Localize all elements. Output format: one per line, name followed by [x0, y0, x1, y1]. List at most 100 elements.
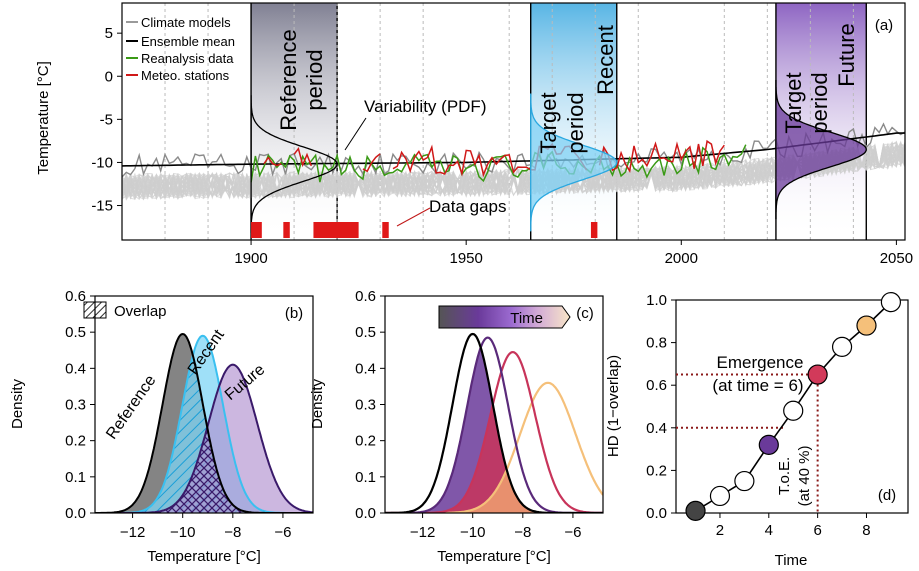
hd-point — [856, 315, 877, 336]
station-line — [598, 139, 725, 173]
legend-label: Reanalysis data — [141, 51, 234, 66]
y-tick-label: 1.0 — [646, 292, 667, 309]
period-band — [251, 3, 338, 240]
hd-point — [685, 500, 706, 521]
x-tick-label: −8 — [224, 524, 241, 541]
variability-pdf — [250, 95, 338, 234]
y-tick-label: 0 — [105, 68, 113, 85]
y-tick-label: 0.2 — [65, 433, 86, 450]
variability-pointer — [344, 117, 367, 151]
hd-point — [758, 434, 779, 455]
hd-point — [734, 470, 755, 492]
x-tick-label: 8 — [862, 522, 870, 539]
overlap-hatch — [95, 355, 313, 513]
target-future-label: Future — [834, 23, 859, 87]
panel-a: 1900 1950 2000 2050 5 0 -5 -10 -15 Temperature [… — [35, 2, 913, 267]
y-tick-label: 0.3 — [65, 397, 86, 414]
variability-annotation: Variability (PDF) — [364, 97, 486, 116]
x-tick-label: 1950 — [449, 250, 482, 267]
panel-c: −12 −10 −8 −60.00.10.20.30.40.50.6 Density … — [309, 288, 604, 565]
y-tick-label: 0.5 — [65, 324, 86, 341]
overlap-crosshatch — [95, 430, 313, 513]
y-tick-label: 5 — [105, 25, 113, 42]
density-curve — [385, 381, 603, 513]
station-line — [263, 156, 282, 167]
data-gap-bar — [251, 222, 262, 238]
data-gap-bar — [382, 222, 389, 238]
data-gaps — [251, 222, 598, 238]
data-gaps-annotation: Data gaps — [429, 197, 507, 216]
station-line — [293, 147, 313, 168]
panel-label: (c) — [576, 305, 594, 322]
reference-curve-label: Reference — [103, 372, 159, 442]
y-tick-label: 0.4 — [355, 360, 376, 377]
overlap-fill — [385, 404, 603, 513]
x-tick-label: −8 — [514, 524, 531, 541]
density-curve — [385, 332, 603, 513]
ensemble-mean-line — [122, 132, 905, 167]
variability-pdf — [775, 79, 867, 220]
axes-frame — [675, 299, 909, 514]
x-tick-label: −6 — [274, 524, 291, 541]
x-tick-label: −10 — [460, 524, 485, 541]
x-tick-label: 2000 — [665, 250, 698, 267]
emergence-label: Emergence — [717, 353, 804, 372]
axes-frame — [121, 2, 906, 241]
reference-label: period — [302, 49, 327, 110]
target-future-label: Target — [781, 72, 806, 133]
y-axis-label: Temperature [°C] — [35, 61, 52, 175]
x-tick-label: −12 — [410, 524, 435, 541]
hd-point — [709, 485, 731, 507]
hd-point — [783, 400, 804, 421]
legend: Climate models Ensemble mean Reanalysis … — [126, 15, 235, 83]
legend-label: Ensemble mean — [141, 34, 235, 49]
hd-point — [831, 336, 853, 357]
x-axis-label: Temperature [°C] — [437, 548, 551, 565]
variability-pdfs — [250, 79, 867, 234]
x-tick-label: 2050 — [880, 250, 913, 267]
y-tick-label: 0.5 — [355, 324, 376, 341]
reference-curve — [95, 332, 313, 513]
target-recent-label: Recent — [593, 25, 618, 95]
x-tick-label: −12 — [120, 524, 145, 541]
station-line — [362, 153, 381, 173]
variability-pdf — [530, 93, 618, 232]
toe-label: T.o.E. — [776, 457, 793, 495]
axis-ticks: 2 4 6 8 0.0 0.2 0.4 0.6 0.8 1.0 — [646, 292, 871, 539]
y-tick-label: -5 — [100, 111, 113, 128]
y-tick-label: 0.6 — [65, 288, 86, 305]
y-tick-label: 0.6 — [355, 288, 376, 305]
legend-label: Climate models — [141, 15, 231, 30]
x-tick-label: 6 — [813, 522, 821, 539]
x-tick-label: −6 — [564, 524, 581, 541]
panel-label: (b) — [285, 305, 303, 322]
future-curve — [95, 363, 313, 513]
hd-point — [880, 292, 902, 313]
panel-d: 2 4 6 8 0.0 0.2 0.4 0.6 0.8 1.0 HD (1−overlap) Ti… — [605, 292, 909, 569]
x-axis-label: Temperature [°C] — [147, 548, 261, 565]
x-tick-label: 4 — [765, 522, 773, 539]
hd-points — [685, 292, 902, 521]
target-recent-label: period — [563, 92, 588, 153]
target-recent-label: Target — [536, 92, 561, 153]
y-tick-label: 0.4 — [646, 420, 667, 437]
emergence-label: (at time = 6) — [712, 376, 803, 395]
x-tick-label: −10 — [170, 524, 195, 541]
y-axis-label: Density — [309, 378, 326, 429]
target-future-label: period — [807, 72, 832, 133]
y-tick-label: 0.2 — [646, 462, 667, 479]
y-tick-label: -10 — [91, 154, 113, 171]
x-axis-label: Time — [775, 552, 808, 569]
overlap-legend-label: Overlap — [114, 303, 167, 320]
density-curve — [385, 350, 603, 513]
y-tick-label: 0.8 — [646, 335, 667, 352]
overlap-legend-swatch — [83, 301, 107, 319]
panel-label: (a) — [875, 17, 893, 34]
y-tick-label: 0.1 — [65, 469, 86, 486]
axis-ticks: −12 −10 −8 −6 0.0 0.1 0.2 0.3 0.4 0.5 0.6 — [65, 288, 291, 541]
y-tick-label: 0.0 — [65, 505, 86, 522]
x-tick-label: 1900 — [234, 250, 267, 267]
period-band — [530, 3, 617, 240]
model-line — [122, 140, 905, 200]
